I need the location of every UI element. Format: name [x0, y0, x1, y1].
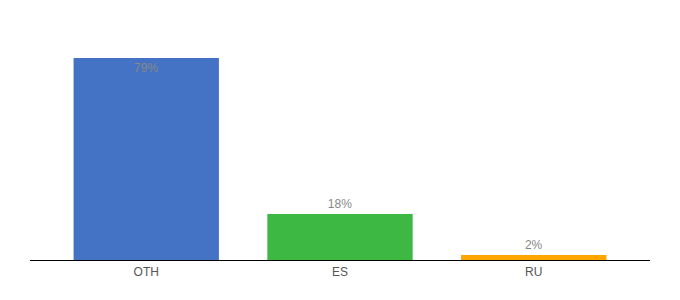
svg-text:18%: 18%: [328, 197, 352, 211]
svg-text:ES: ES: [332, 265, 348, 279]
svg-text:RU: RU: [525, 265, 542, 279]
svg-text:2%: 2%: [525, 238, 543, 252]
svg-text:OTH: OTH: [134, 265, 159, 279]
svg-text:79%: 79%: [134, 61, 158, 75]
